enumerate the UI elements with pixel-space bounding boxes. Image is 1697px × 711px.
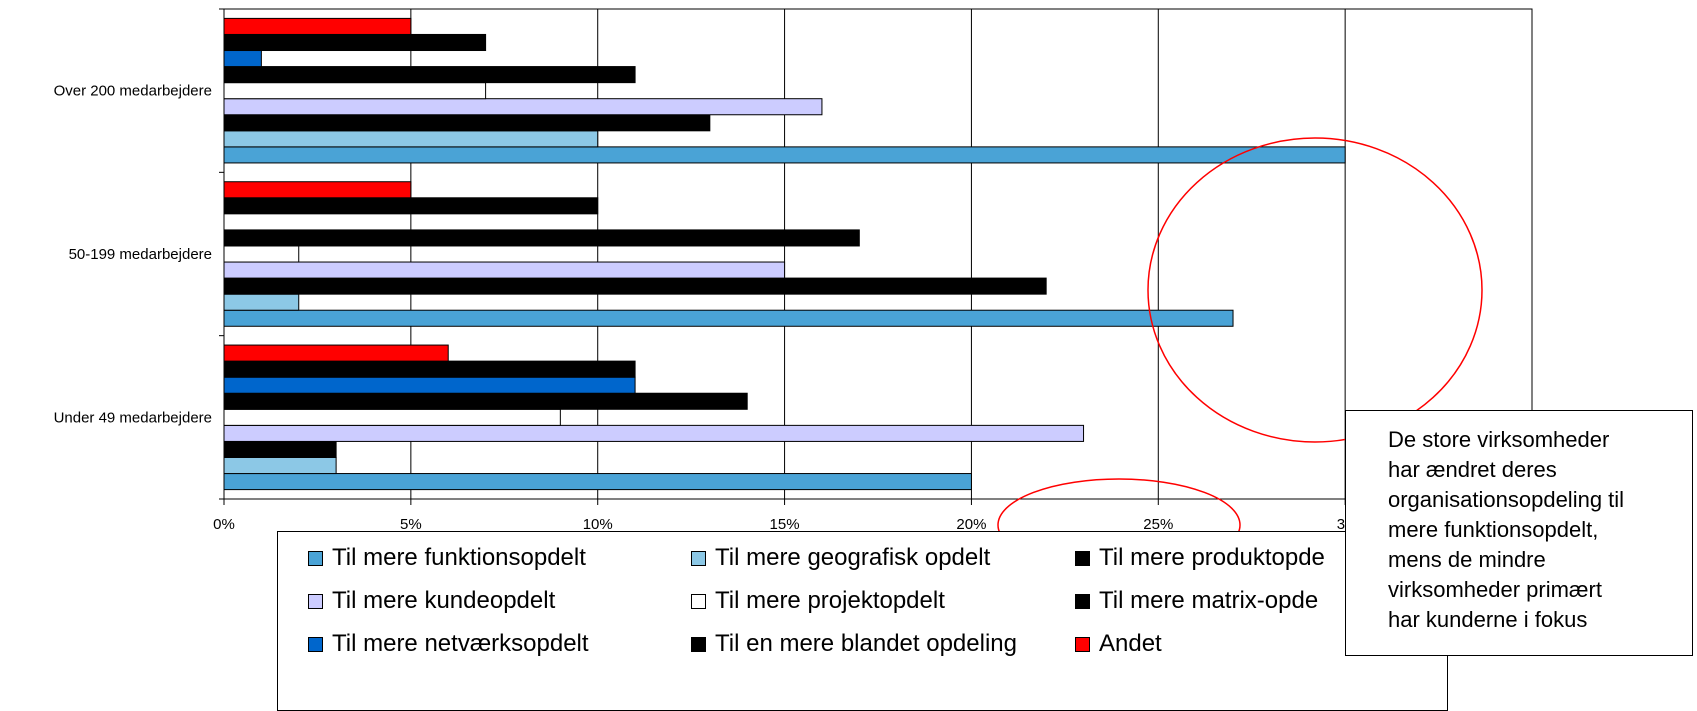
bar: [223, 50, 262, 68]
bar: [223, 456, 337, 475]
legend-item: Til en mere blandet opdeling: [691, 630, 1017, 658]
bar: [223, 229, 860, 247]
bar: [223, 376, 636, 394]
legend-item: Til mere matrix-opde: [1075, 587, 1318, 615]
bar: [223, 309, 1234, 327]
legend-swatch: [308, 593, 323, 609]
legend-item: Til mere kundeopdelt: [308, 587, 555, 615]
legend-label: Til mere funktionsopdelt: [332, 544, 586, 571]
bar: [223, 440, 337, 458]
note-line: virksomheder primært: [1388, 577, 1602, 602]
y-tick-label: 50-199 medarbejdere: [69, 246, 212, 263]
legend-label: Til mere projektopdelt: [715, 587, 945, 614]
legend-item: Til mere funktionsopdelt: [308, 544, 586, 572]
bar: [223, 392, 748, 410]
legend-label: Til mere matrix-opde: [1099, 587, 1319, 614]
legend-label: Til mere netværksopdelt: [332, 630, 589, 657]
x-tick-label: 0%: [213, 516, 235, 533]
legend-swatch: [691, 593, 706, 609]
x-tick-label: 5%: [400, 516, 422, 533]
bars: [223, 17, 1346, 491]
y-tick-label: Over 200 medarbejdere: [54, 83, 212, 100]
legend-item: Til mere projektopdelt: [691, 587, 945, 615]
legend-swatch: [1075, 550, 1090, 566]
highlight-ellipse-large: [1147, 137, 1483, 443]
bar: [223, 245, 300, 263]
annotation-textbox: De store virksomheder har ændret deres o…: [1345, 410, 1693, 656]
bar: [223, 146, 1346, 164]
legend-label: Til mere geografisk opdelt: [715, 544, 991, 571]
legend-label: Til mere produktopde: [1099, 544, 1325, 571]
bar: [223, 181, 412, 199]
bar: [223, 344, 449, 362]
bar: [223, 424, 1085, 442]
bar: [223, 293, 300, 311]
x-tick-label: 10%: [583, 516, 613, 533]
bar: [223, 98, 823, 116]
legend-label: Til mere kundeopdelt: [332, 587, 556, 614]
bar: [223, 66, 636, 84]
bar: [223, 130, 599, 148]
legend-item: Til mere geografisk opdelt: [691, 544, 990, 572]
axis-labels: 0%5%10%15%20%25%30Over 200 medarbejdere5…: [54, 83, 1354, 533]
legend-item: Til mere produktopde: [1075, 544, 1325, 572]
bar: [223, 473, 972, 491]
legend-swatch: [691, 550, 706, 566]
legend-swatch: [308, 550, 323, 566]
bar: [223, 33, 487, 52]
bar: [223, 360, 636, 378]
y-tick-label: Under 49 medarbejdere: [54, 409, 212, 426]
legend-swatch: [1075, 636, 1090, 652]
legend-swatch: [308, 636, 323, 652]
bar: [223, 82, 487, 100]
bar: [223, 261, 786, 279]
note-line: organisationsopdeling til: [1388, 487, 1625, 512]
bar: [223, 408, 561, 426]
bar: [223, 114, 711, 132]
legend-label: Andet: [1099, 630, 1162, 657]
legend-swatch: [691, 636, 706, 652]
legend-swatch: [1075, 593, 1090, 609]
bar: [223, 17, 412, 35]
legend-label: Til en mere blandet opdeling: [715, 630, 1017, 657]
legend: Til mere funktionsopdelt Til mere geogra…: [277, 531, 1448, 711]
legend-item: Til mere netværksopdelt: [308, 630, 589, 658]
legend-item: Andet: [1075, 630, 1162, 658]
bar: [223, 197, 599, 215]
note-line: har ændret deres: [1388, 457, 1557, 482]
x-tick-label: 15%: [770, 516, 800, 533]
x-tick-label: 25%: [1143, 516, 1173, 533]
note-line: De store virksomheder: [1388, 427, 1610, 452]
note-line: mere funktionsopdelt,: [1388, 517, 1599, 542]
x-tick-label: 20%: [956, 516, 986, 533]
note-line: har kunderne i fokus: [1388, 607, 1588, 632]
note-line: mens de mindre: [1388, 547, 1546, 572]
bar: [223, 277, 1047, 295]
